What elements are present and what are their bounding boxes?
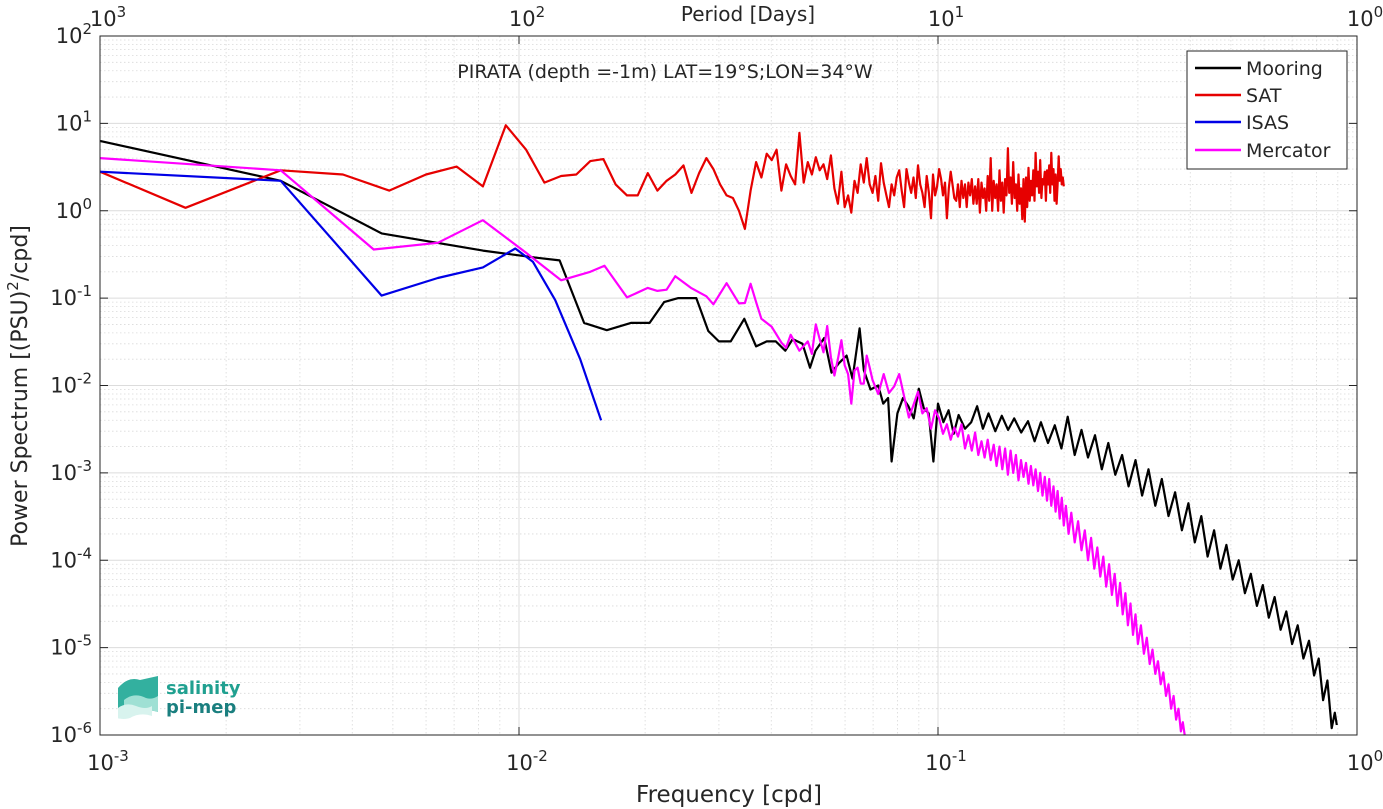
legend-label-isas: ISAS — [1246, 112, 1289, 134]
y-tick-label-exp: -6 — [77, 719, 92, 737]
x-tick-label-exp: -2 — [533, 747, 548, 765]
series-line-isas — [99, 170, 603, 421]
y-tick-label: 101 — [56, 107, 92, 135]
y-axis-label: Power Spectrum [(PSU)2/cpd] — [4, 225, 33, 547]
y-tick-label-exp: 0 — [82, 195, 92, 213]
y-tick-label-base: 10 — [56, 24, 83, 48]
x-tick-label-exp: -1 — [952, 747, 967, 765]
top-tick-label-base: 10 — [928, 7, 955, 31]
y-tick-label: 102 — [56, 20, 92, 48]
y-tick-label: 10-4 — [50, 544, 92, 572]
y-axis-label-main: Power Spectrum [(PSU) — [8, 291, 33, 547]
y-tick-label-exp: -5 — [77, 632, 92, 650]
top-tick-label-base: 10 — [90, 7, 117, 31]
y-tick-label-exp: -2 — [77, 370, 92, 388]
x-tick-label: 10-2 — [506, 747, 548, 775]
logo-text-pi-mep: pi-mep — [166, 697, 236, 718]
top-tick-label-base: 10 — [509, 7, 536, 31]
y-tick-label-exp: 1 — [82, 107, 92, 125]
top-tick-label: 100 — [1347, 3, 1383, 31]
x-tick-label-base: 10 — [506, 751, 533, 775]
y-tick-label: 10-2 — [50, 370, 92, 398]
series-group — [99, 124, 1338, 736]
top-tick-label-exp: 2 — [536, 3, 546, 21]
y-axis-label-sup: 2 — [4, 281, 22, 291]
y-tick-label-base: 10 — [50, 461, 77, 485]
x-tick-label: 10-1 — [925, 747, 967, 775]
series-line-mooring — [99, 139, 1338, 730]
y-tick-label-exp: 2 — [82, 20, 92, 38]
salinity-pi-mep-logo: salinity pi-mep — [118, 676, 241, 719]
x-tick-label-base: 10 — [87, 751, 114, 775]
x-tick-label-base: 10 — [1347, 751, 1374, 775]
top-tick-label-base: 10 — [1347, 7, 1374, 31]
y-tick-label-exp: -1 — [77, 282, 92, 300]
x-tick-label: 100 — [1347, 747, 1383, 775]
top-tick-label: 101 — [928, 3, 964, 31]
x-axis-label: Frequency [cpd] — [636, 782, 822, 808]
y-tick-label-exp: -3 — [77, 457, 92, 475]
y-tick-label: 10-1 — [50, 282, 92, 310]
y-axis-label-tail: /cpd] — [8, 225, 33, 281]
legend-label-mercator: Mercator — [1246, 140, 1331, 162]
y-tick-label-base: 10 — [50, 723, 77, 747]
chart-title: PIRATA (depth =-1m) LAT=19°S;LON=34°W — [457, 61, 873, 83]
y-tick-label: 10-3 — [50, 457, 92, 485]
y-tick-label: 10-5 — [50, 632, 92, 660]
series-line-mercator — [99, 157, 1186, 736]
y-tick-label-exp: -4 — [77, 544, 92, 562]
legend-label-sat: SAT — [1246, 85, 1282, 107]
ticks-group — [99, 35, 1358, 736]
logo-wave-icon-3 — [118, 704, 152, 719]
y-tick-label-base: 10 — [50, 548, 77, 572]
legend: Mooring SAT ISAS Mercator — [1186, 50, 1348, 170]
y-tick-label-base: 10 — [56, 199, 83, 223]
legend-label-mooring: Mooring — [1246, 58, 1323, 80]
x-tick-label-exp: 0 — [1374, 747, 1383, 765]
series-line-sat — [99, 124, 1065, 230]
top-tick-label: 103 — [90, 3, 126, 31]
y-tick-label-base: 10 — [50, 374, 77, 398]
logo-text-salinity: salinity — [166, 678, 241, 699]
y-tick-label: 100 — [56, 195, 92, 223]
top-tick-label-exp: 3 — [117, 3, 127, 21]
top-tick-label-exp: 0 — [1374, 3, 1383, 21]
y-tick-label-base: 10 — [56, 111, 83, 135]
x-tick-label-exp: -3 — [114, 747, 129, 765]
top-axis-label: Period [Days] — [681, 2, 815, 26]
y-tick-label-base: 10 — [50, 286, 77, 310]
y-tick-label: 10-6 — [50, 719, 92, 747]
x-tick-label: 10-3 — [87, 747, 129, 775]
top-tick-label: 102 — [509, 3, 545, 31]
top-tick-label-exp: 1 — [955, 3, 965, 21]
x-tick-label-base: 10 — [925, 751, 952, 775]
y-tick-label-base: 10 — [50, 636, 77, 660]
